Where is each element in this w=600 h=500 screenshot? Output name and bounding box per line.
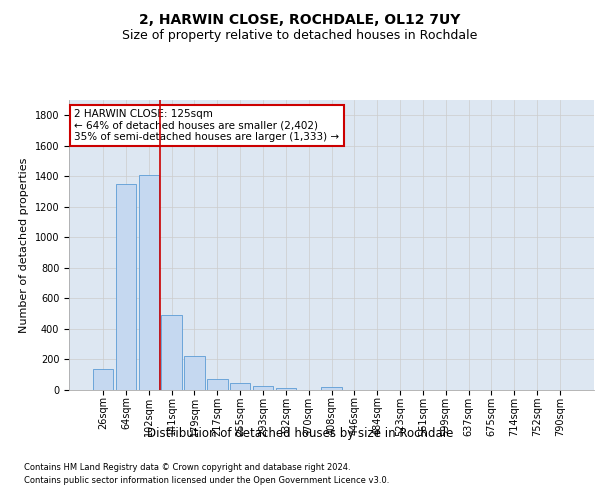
- Text: 2, HARWIN CLOSE, ROCHDALE, OL12 7UY: 2, HARWIN CLOSE, ROCHDALE, OL12 7UY: [139, 12, 461, 26]
- Text: Contains public sector information licensed under the Open Government Licence v3: Contains public sector information licen…: [24, 476, 389, 485]
- Text: Size of property relative to detached houses in Rochdale: Size of property relative to detached ho…: [122, 29, 478, 42]
- Text: Distribution of detached houses by size in Rochdale: Distribution of detached houses by size …: [147, 428, 453, 440]
- Bar: [116, 184, 136, 390]
- Bar: [253, 386, 273, 390]
- Bar: [93, 370, 113, 390]
- Bar: [207, 378, 227, 390]
- Bar: [139, 175, 159, 390]
- Bar: [184, 356, 205, 390]
- Y-axis label: Number of detached properties: Number of detached properties: [19, 158, 29, 332]
- Bar: [275, 388, 296, 390]
- Bar: [230, 383, 250, 390]
- Bar: [161, 315, 182, 390]
- Text: Contains HM Land Registry data © Crown copyright and database right 2024.: Contains HM Land Registry data © Crown c…: [24, 462, 350, 471]
- Bar: [321, 388, 342, 390]
- Text: 2 HARWIN CLOSE: 125sqm
← 64% of detached houses are smaller (2,402)
35% of semi-: 2 HARWIN CLOSE: 125sqm ← 64% of detached…: [74, 108, 340, 142]
